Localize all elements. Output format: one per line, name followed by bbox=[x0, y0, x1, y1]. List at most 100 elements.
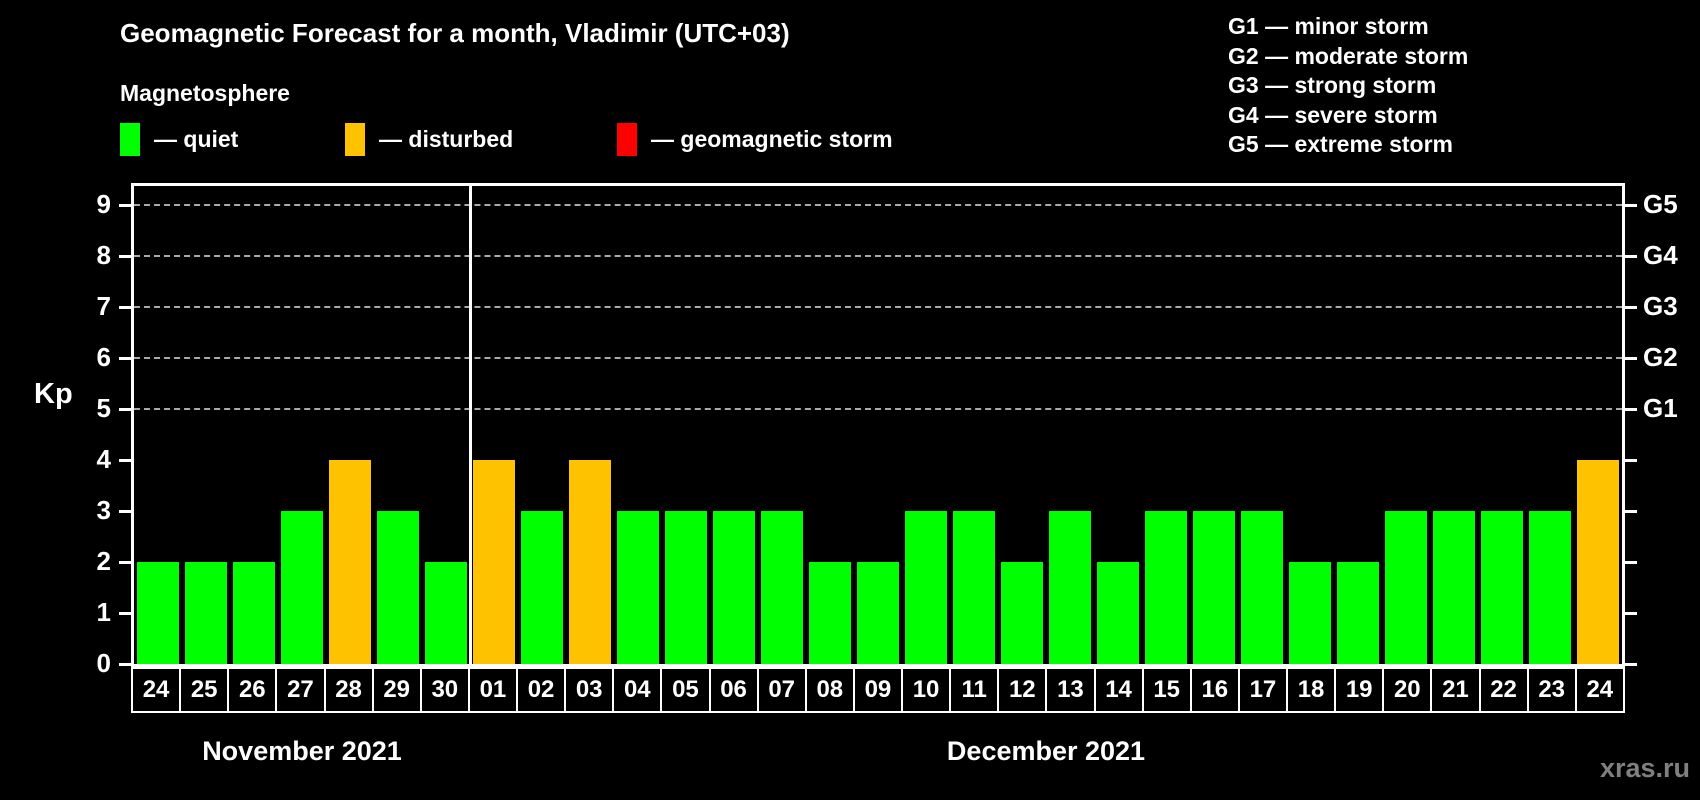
kp-bar-day-22 bbox=[1481, 511, 1523, 664]
date-cell-05: 05 bbox=[660, 667, 711, 713]
gridline-kp7 bbox=[134, 306, 1622, 308]
g-label-g2: G2 bbox=[1643, 342, 1678, 372]
right-tick-7 bbox=[1625, 306, 1637, 309]
kp-bar-day-01 bbox=[473, 460, 515, 664]
y-tick-label-4: 4 bbox=[96, 444, 111, 474]
kp-bar-day-17 bbox=[1241, 511, 1283, 664]
chart-plot-area bbox=[131, 183, 1625, 667]
g4-legend-line: G4 — severe storm bbox=[1228, 101, 1438, 128]
kp-bar-day-23 bbox=[1529, 511, 1571, 664]
right-tick-9 bbox=[1625, 204, 1637, 207]
right-tick-8 bbox=[1625, 255, 1637, 258]
date-cell-24: 24 bbox=[1574, 667, 1625, 713]
date-cell-07: 07 bbox=[756, 667, 807, 713]
legend-storm-label: — geomagnetic storm bbox=[651, 125, 893, 152]
y-tick-label-5: 5 bbox=[96, 393, 111, 423]
kp-bar-day-09 bbox=[857, 562, 899, 664]
date-cell-11: 11 bbox=[949, 667, 1000, 713]
legend-item-quiet: — quiet bbox=[120, 122, 238, 156]
date-cell-30: 30 bbox=[419, 667, 470, 713]
date-cell-08: 08 bbox=[804, 667, 855, 713]
date-cell-15: 15 bbox=[1141, 667, 1192, 713]
y-tick-7 bbox=[119, 306, 131, 309]
legend-quiet-label: — quiet bbox=[154, 125, 239, 152]
date-cell-12: 12 bbox=[997, 667, 1048, 713]
date-cell-28: 28 bbox=[323, 667, 374, 713]
kp-bar-day-10 bbox=[905, 511, 947, 664]
kp-bar-day-18 bbox=[1289, 562, 1331, 664]
date-cell-23: 23 bbox=[1526, 667, 1577, 713]
date-cell-09: 09 bbox=[852, 667, 903, 713]
date-cell-27: 27 bbox=[275, 667, 326, 713]
kp-bar-day-29 bbox=[377, 511, 419, 664]
date-cell-25: 25 bbox=[179, 667, 230, 713]
kp-bar-day-02 bbox=[521, 511, 563, 664]
gridline-kp8 bbox=[134, 255, 1622, 257]
gridline-kp6 bbox=[134, 357, 1622, 359]
date-cell-10: 10 bbox=[901, 667, 952, 713]
y-tick-0 bbox=[119, 663, 131, 666]
g2-legend-line: G2 — moderate storm bbox=[1228, 42, 1469, 69]
disturbed-color-swatch bbox=[345, 122, 365, 156]
page-title: Geomagnetic Forecast for a month, Vladim… bbox=[120, 18, 790, 48]
g3-legend-line: G3 — strong storm bbox=[1228, 72, 1437, 98]
y-tick-1 bbox=[119, 612, 131, 615]
month-separator bbox=[469, 186, 472, 664]
month-label-1: December 2021 bbox=[946, 736, 1146, 766]
date-cell-03: 03 bbox=[564, 667, 615, 713]
kp-bar-day-03 bbox=[569, 460, 611, 664]
right-tick-2 bbox=[1625, 561, 1637, 564]
month-label-0: November 2021 bbox=[202, 736, 402, 766]
kp-bar-day-12 bbox=[1001, 562, 1043, 664]
y-tick-label-9: 9 bbox=[96, 189, 111, 219]
date-cell-22: 22 bbox=[1478, 667, 1529, 713]
kp-bar-day-28 bbox=[329, 460, 371, 664]
gridline-kp5 bbox=[134, 408, 1622, 410]
date-cell-24: 24 bbox=[131, 667, 182, 713]
date-cell-19: 19 bbox=[1334, 667, 1385, 713]
kp-bar-day-24 bbox=[1577, 460, 1619, 664]
y-tick-label-7: 7 bbox=[96, 291, 111, 321]
date-cell-20: 20 bbox=[1382, 667, 1433, 713]
y-tick-label-1: 1 bbox=[96, 597, 111, 627]
y-tick-label-3: 3 bbox=[96, 495, 111, 525]
date-cell-21: 21 bbox=[1430, 667, 1481, 713]
kp-bar-day-08 bbox=[809, 562, 851, 664]
g-label-g5: G5 bbox=[1643, 189, 1678, 219]
date-cell-18: 18 bbox=[1286, 667, 1337, 713]
date-axis-row: 24 25 26 27 28 29 30 01 02 03 04 05 06 07 08 09 10 11 12 13… bbox=[131, 667, 1625, 713]
kp-bar-day-06 bbox=[713, 511, 755, 664]
date-cell-26: 26 bbox=[227, 667, 278, 713]
watermark: xras.ru bbox=[1599, 753, 1690, 783]
legend-item-disturbed: — disturbed bbox=[345, 122, 513, 156]
date-cell-01: 01 bbox=[467, 667, 518, 713]
legend-item-storm: — geomagnetic storm bbox=[617, 122, 893, 156]
magnetosphere-subtitle: Magnetosphere bbox=[120, 80, 290, 106]
date-cell-14: 14 bbox=[1093, 667, 1144, 713]
date-cell-06: 06 bbox=[708, 667, 759, 713]
date-cell-02: 02 bbox=[516, 667, 567, 713]
date-cell-13: 13 bbox=[1045, 667, 1096, 713]
g1-legend-line: G1 — minor storm bbox=[1228, 13, 1429, 39]
right-tick-0 bbox=[1625, 663, 1637, 666]
y-tick-2 bbox=[119, 561, 131, 564]
kp-bar-day-24 bbox=[137, 562, 179, 664]
g5-legend-line: G5 — extreme storm bbox=[1228, 131, 1453, 157]
kp-bar-day-21 bbox=[1433, 511, 1475, 664]
y-tick-label-2: 2 bbox=[96, 546, 111, 576]
kp-bar-day-16 bbox=[1193, 511, 1235, 664]
y-tick-4 bbox=[119, 459, 131, 462]
y-tick-6 bbox=[119, 357, 131, 360]
kp-bar-day-25 bbox=[185, 562, 227, 664]
y-tick-5 bbox=[119, 408, 131, 411]
g-label-g3: G3 bbox=[1643, 291, 1678, 321]
y-tick-label-8: 8 bbox=[96, 240, 111, 270]
kp-bar-day-05 bbox=[665, 511, 707, 664]
right-tick-4 bbox=[1625, 459, 1637, 462]
kp-bar-day-26 bbox=[233, 562, 275, 664]
kp-bar-day-07 bbox=[761, 511, 803, 664]
right-tick-3 bbox=[1625, 510, 1637, 513]
y-tick-8 bbox=[119, 255, 131, 258]
date-cell-04: 04 bbox=[612, 667, 663, 713]
